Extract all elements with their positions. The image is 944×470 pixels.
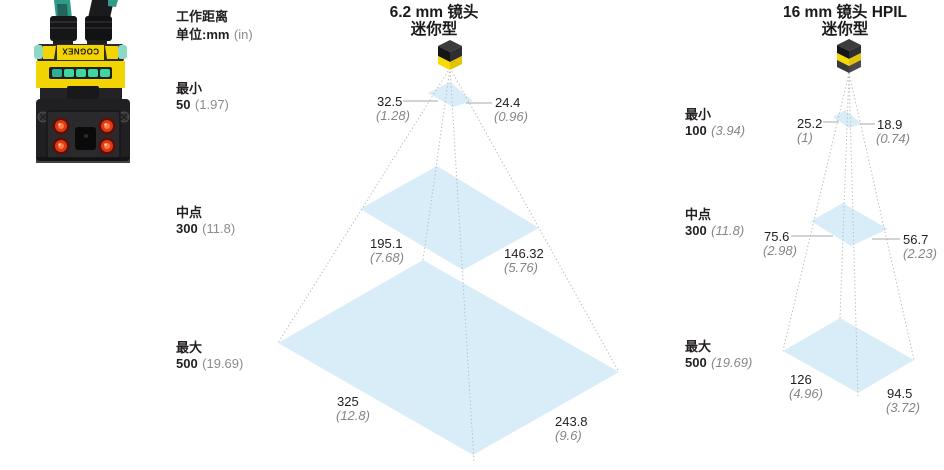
d1-mid-height-mm: 146.32 [504, 246, 544, 261]
title-62mm-line2: 迷你型 [410, 21, 458, 38]
right-min-label: 最小 [685, 107, 712, 122]
device-brand-label: COGNEX [62, 47, 99, 56]
left-mid-mm: 300 [176, 221, 198, 236]
lens [75, 127, 96, 150]
fov-fields-62mm [278, 82, 619, 455]
d1-min-height-in: (0.96) [494, 109, 528, 124]
right-max-value: 500 (19.69) [685, 354, 752, 372]
d2-mid-height-mm: 56.7 [903, 232, 929, 247]
right-mid-value: 300 (11.8) [685, 222, 744, 240]
d2-mid-width-mm: 75.6 [764, 229, 790, 244]
left-min-mm: 50 [176, 97, 191, 112]
d1-max-height-mm: 243.8 [555, 414, 588, 429]
d1-max-width-in: (12.8) [336, 408, 370, 423]
d1-min-width-mm: 32.5 [377, 94, 403, 109]
d2-max-width-mm: 126 [790, 372, 812, 387]
left-mid-in: (11.8) [202, 221, 236, 236]
camera-icon-62mm [438, 40, 462, 70]
d2-min-height-in: (0.74) [876, 131, 910, 146]
left-min-value: 50 (1.97) [176, 96, 229, 114]
fov-diagram-62mm [277, 40, 620, 463]
d1-min-height-mm: 24.4 [495, 95, 521, 110]
fov-16mm-min [833, 110, 862, 128]
right-min-in: (3.94) [711, 123, 746, 138]
leader-lines-62mm [403, 100, 492, 104]
d1-max-width-mm: 325 [337, 394, 359, 409]
fov-62mm-mid [360, 166, 539, 270]
right-mid-label: 中点 [685, 207, 712, 222]
d2-max-width-in: (4.96) [789, 386, 823, 401]
device-photo-cognex-reader: COGNEX [34, 0, 130, 163]
unit-suffix: (in) [233, 27, 253, 42]
fov-62mm-max [278, 260, 619, 455]
d2-min-width-in: (1) [797, 130, 813, 145]
left-mid-label: 中点 [176, 205, 203, 220]
left-min-in: (1.97) [194, 97, 229, 112]
unit-heading: 单位:mm (in) [176, 24, 253, 44]
fov-62mm-min [428, 82, 473, 107]
title-62mm-line1: 6.2 mm 镜头 [389, 4, 479, 21]
right-max-label: 最大 [685, 339, 712, 354]
right-max-mm: 500 [685, 355, 707, 370]
fov-diagram-16mm [782, 39, 915, 398]
left-max-label: 最大 [176, 340, 203, 355]
d2-mid-width-in: (2.98) [763, 243, 797, 258]
left-max-value: 500 (19.69) [176, 355, 243, 373]
cone-lines-62mm [277, 67, 620, 463]
d2-mid-height-in: (2.23) [903, 246, 937, 261]
title-16mm-line2: 迷你型 [821, 21, 869, 38]
title-16mm-line1: 16 mm 镜头 HPIL [782, 4, 908, 21]
left-mid-value: 300 (11.8) [176, 220, 235, 238]
unit-bold: 单位:mm [176, 27, 230, 42]
d2-min-width-mm: 25.2 [797, 116, 823, 131]
d1-max-height-in: (9.6) [555, 428, 582, 443]
working-distance-heading: 工作距离 [176, 9, 229, 24]
left-max-mm: 500 [176, 356, 198, 371]
fov-16mm-mid [811, 203, 888, 246]
leader-lines-16mm [791, 121, 900, 240]
d2-min-height-mm: 18.9 [877, 117, 903, 132]
right-mid-in: (11.8) [711, 223, 745, 238]
right-mid-mm: 300 [685, 223, 707, 238]
d1-mid-width-in: (7.68) [370, 250, 404, 265]
fov-16mm-max [783, 318, 914, 393]
right-min-value: 100 (3.94) [685, 122, 745, 140]
red-led-array [52, 117, 116, 155]
right-max-in: (19.69) [711, 355, 753, 370]
d1-min-width-in: (1.28) [376, 108, 410, 123]
left-min-label: 最小 [176, 81, 203, 96]
cone-lines-16mm [782, 72, 915, 398]
d1-mid-height-in: (5.76) [504, 260, 538, 275]
d2-max-height-mm: 94.5 [887, 386, 913, 401]
camera-icon-16mm [837, 39, 861, 73]
fov-fields-16mm [783, 110, 914, 393]
d2-max-height-in: (3.72) [886, 400, 920, 415]
right-min-mm: 100 [685, 123, 707, 138]
left-max-in: (19.69) [202, 356, 244, 371]
d1-mid-width-mm: 195.1 [370, 236, 403, 251]
